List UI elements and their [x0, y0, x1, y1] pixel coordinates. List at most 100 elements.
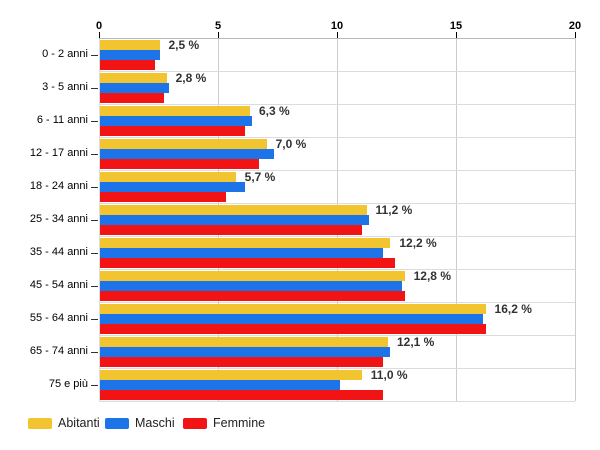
category-tick-mark [91, 54, 98, 56]
legend-item-maschi: Maschi [105, 414, 175, 432]
category-tick-mark [91, 120, 98, 122]
bar-femmine [100, 389, 384, 400]
category-label: 3 - 5 anni [42, 80, 88, 93]
category-label: 12 - 17 anni [29, 146, 88, 159]
value-label: 12,8 % [413, 269, 451, 283]
group-separator-line [99, 71, 575, 72]
value-label: 12,1 % [396, 335, 435, 349]
category-label: 35 - 44 anni [29, 245, 88, 258]
bar-maschi [100, 115, 253, 126]
value-label: 7,0 % [275, 137, 307, 151]
category-label: 65 - 74 anni [29, 344, 88, 357]
plot-top-border [99, 38, 575, 39]
group-separator-line [99, 368, 575, 369]
bar-maschi [100, 379, 341, 390]
value-label: 6,3 % [258, 104, 290, 118]
category-tick-mark [91, 318, 98, 320]
category-label: 6 - 11 anni [36, 113, 88, 126]
bar-femmine [100, 59, 155, 70]
bar-femmine [100, 158, 260, 169]
legend-label-abitanti: Abitanti [58, 416, 100, 430]
category-tick-mark [91, 252, 98, 254]
legend-swatch-femmine-icon [183, 417, 207, 429]
gridline-vertical [575, 38, 576, 401]
category-label: 0 - 2 anni [42, 47, 88, 60]
bar-abitanti [100, 237, 391, 248]
bar-abitanti [100, 105, 250, 116]
group-separator-line [99, 137, 575, 138]
group-separator-line [99, 203, 575, 204]
value-label: 11,2 % [375, 203, 413, 217]
bar-abitanti [100, 336, 388, 347]
x-axis-tick-mark [218, 32, 219, 38]
bar-abitanti [100, 72, 167, 83]
bar-femmine [100, 125, 246, 136]
legend-swatch-abitanti-icon [28, 417, 52, 429]
bar-maschi [100, 148, 274, 159]
category-label: 45 - 54 anni [29, 278, 88, 291]
legend: Abitanti Maschi Femmine [0, 414, 600, 436]
legend-swatch-maschi-icon [105, 417, 129, 429]
category-tick-mark [91, 153, 98, 155]
bar-maschi [100, 49, 160, 60]
bar-maschi [100, 214, 369, 225]
category-label: 75 e più [48, 377, 88, 390]
x-axis-tick-label: 0 [95, 20, 103, 32]
value-label: 2,5 % [168, 38, 200, 52]
value-label: 5,7 % [244, 170, 276, 184]
group-separator-line [99, 236, 575, 237]
category-tick-mark [91, 186, 98, 188]
legend-label-maschi: Maschi [135, 416, 175, 430]
bar-femmine [100, 224, 362, 235]
bar-abitanti [100, 39, 160, 50]
x-axis-tick-label: 15 [449, 20, 463, 32]
x-axis-tick-label: 5 [214, 20, 222, 32]
bar-femmine [100, 92, 165, 103]
bar-abitanti [100, 171, 236, 182]
bar-maschi [100, 313, 484, 324]
bar-femmine [100, 191, 227, 202]
category-tick-mark [91, 384, 98, 386]
legend-label-femmine: Femmine [213, 416, 266, 430]
x-axis-tick-label: 20 [568, 20, 582, 32]
value-label: 2,8 % [175, 71, 207, 85]
bar-abitanti [100, 204, 367, 215]
group-separator-line [99, 170, 575, 171]
bar-femmine [100, 356, 384, 367]
bar-femmine [100, 257, 396, 268]
x-axis-tick-mark [575, 32, 576, 38]
value-label: 12,2 % [399, 236, 437, 250]
group-separator-line [99, 269, 575, 270]
bar-maschi [100, 346, 391, 357]
group-separator-line [99, 104, 575, 105]
x-axis-tick-mark [456, 32, 457, 38]
group-separator-line [99, 302, 575, 303]
bar-femmine [100, 290, 405, 301]
bar-maschi [100, 181, 246, 192]
bar-abitanti [100, 369, 362, 380]
value-label: 11,0 % [370, 368, 408, 382]
bar-abitanti [100, 138, 267, 149]
category-tick-mark [91, 219, 98, 221]
gridline-vertical [456, 38, 457, 401]
bar-femmine [100, 323, 486, 334]
category-label: 25 - 34 anni [29, 212, 88, 225]
plot-bottom-border [99, 401, 575, 402]
bar-abitanti [100, 303, 486, 314]
legend-item-femmine: Femmine [183, 414, 265, 432]
value-label: 16,2 % [494, 302, 532, 316]
category-tick-mark [91, 87, 98, 89]
category-label: 55 - 64 anni [29, 311, 88, 324]
gridline-vertical [99, 38, 100, 401]
x-axis-tick-mark [99, 32, 100, 38]
bar-maschi [100, 82, 170, 93]
bar-maschi [100, 280, 403, 291]
category-tick-mark [91, 351, 98, 353]
legend-item-abitanti: Abitanti [28, 414, 100, 432]
x-axis-tick-mark [337, 32, 338, 38]
category-label: 18 - 24 anni [29, 179, 88, 192]
category-tick-mark [91, 285, 98, 287]
bar-abitanti [100, 270, 405, 281]
x-axis-tick-label: 10 [330, 20, 344, 32]
